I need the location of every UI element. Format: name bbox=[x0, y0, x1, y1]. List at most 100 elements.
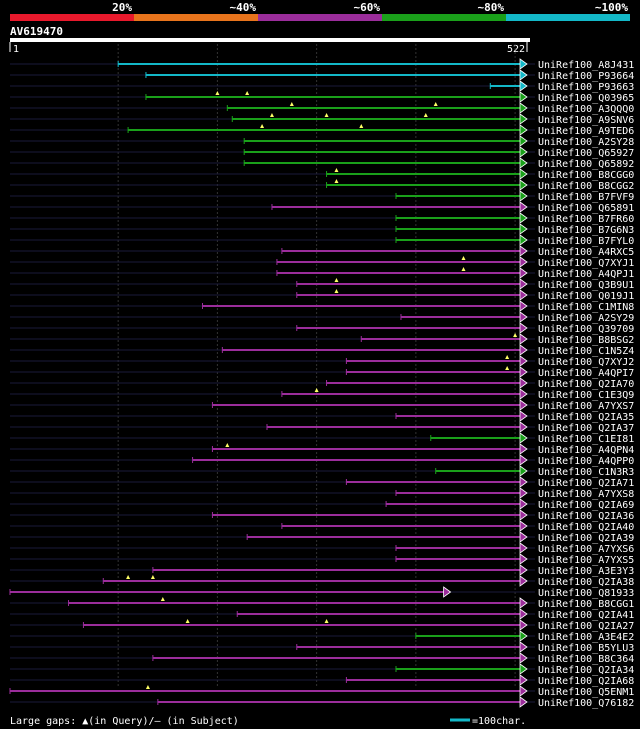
hit-label: UniRef100_A7YXS7 bbox=[538, 401, 634, 412]
hit-arrowhead bbox=[519, 190, 528, 202]
hit-arrowhead bbox=[519, 267, 528, 279]
legend-label: ~80% bbox=[478, 1, 505, 14]
hit-label: UniRef100_A2SY28 bbox=[538, 137, 634, 148]
hit-arrowhead bbox=[519, 520, 528, 532]
hit-label: UniRef100_A2SY29 bbox=[538, 313, 634, 324]
query-gap-marker bbox=[334, 289, 339, 293]
query-gap-marker bbox=[461, 267, 466, 271]
hit-row: UniRef100_Q2IA38 bbox=[10, 575, 634, 588]
hit-label: UniRef100_A4QPI7 bbox=[538, 368, 634, 379]
query-gap-marker bbox=[150, 575, 155, 579]
hit-row: UniRef100_B8CGG1 bbox=[10, 597, 634, 610]
legend-label: ~60% bbox=[354, 1, 381, 14]
hit-arrowhead bbox=[519, 476, 528, 488]
hit-label: UniRef100_B8BSG2 bbox=[538, 335, 634, 346]
hit-row: UniRef100_A3E4E2 bbox=[10, 630, 634, 643]
hit-row: UniRef100_B8CGG2 bbox=[10, 179, 634, 192]
hit-label: UniRef100_A7YXS6 bbox=[538, 544, 634, 555]
hit-label: UniRef100_Q019J1 bbox=[538, 291, 634, 302]
hit-row: UniRef100_A4QPJ1 bbox=[10, 267, 634, 280]
hit-label: UniRef100_Q2IA41 bbox=[538, 610, 634, 621]
hit-row: UniRef100_B7G6N3 bbox=[10, 223, 634, 236]
hit-row: UniRef100_Q2IA39 bbox=[10, 531, 634, 544]
query-gap-marker bbox=[145, 685, 150, 689]
hit-arrowhead bbox=[519, 102, 528, 114]
query-gap-marker bbox=[324, 619, 329, 623]
hit-label: UniRef100_C1MIN8 bbox=[538, 302, 634, 313]
hit-arrowhead bbox=[519, 685, 528, 697]
hit-row: UniRef100_A2SY29 bbox=[10, 311, 634, 324]
hit-arrowhead bbox=[519, 630, 528, 642]
hit-row: UniRef100_Q2IA34 bbox=[10, 663, 634, 676]
hit-arrowhead bbox=[519, 487, 528, 499]
hit-arrowhead bbox=[519, 553, 528, 565]
hit-arrowhead bbox=[519, 245, 528, 257]
hit-row: UniRef100_A4QPP0 bbox=[10, 454, 634, 467]
hit-arrowhead bbox=[519, 608, 528, 620]
hit-row: UniRef100_C1MIN8 bbox=[10, 300, 634, 313]
hit-row: UniRef100_A7YXS8 bbox=[10, 487, 634, 500]
hit-arrowhead bbox=[519, 696, 528, 708]
hit-row: UniRef100_Q2IA71 bbox=[10, 476, 634, 489]
hit-row: UniRef100_Q2IA40 bbox=[10, 520, 634, 533]
hit-arrowhead bbox=[519, 58, 528, 70]
hit-arrowhead bbox=[519, 652, 528, 664]
hit-row: UniRef100_A3E3Y3 bbox=[10, 564, 634, 577]
legend-label: ~100% bbox=[595, 1, 628, 14]
query-gap-marker bbox=[225, 443, 230, 447]
hit-label: UniRef100_B7FYL0 bbox=[538, 236, 634, 247]
query-gap-marker bbox=[461, 256, 466, 260]
query-gap-marker bbox=[334, 278, 339, 282]
hit-arrowhead bbox=[519, 311, 528, 323]
hit-arrowhead bbox=[443, 586, 452, 598]
hit-row: UniRef100_Q2IA36 bbox=[10, 509, 634, 522]
hit-label: UniRef100_Q65892 bbox=[538, 159, 634, 170]
query-gap-marker bbox=[126, 575, 131, 579]
legend-segment bbox=[258, 14, 382, 21]
hit-row: UniRef100_C1EI81 bbox=[10, 432, 634, 445]
hit-row: UniRef100_B8BSG2 bbox=[10, 333, 634, 346]
hit-arrowhead bbox=[519, 399, 528, 411]
hit-label: UniRef100_A4RXC5 bbox=[538, 247, 634, 258]
hit-label: UniRef100_C1EI81 bbox=[538, 434, 634, 445]
hit-label: UniRef100_B8CGG2 bbox=[538, 181, 634, 192]
hit-row: UniRef100_A7YXS6 bbox=[10, 542, 634, 555]
hit-label: UniRef100_Q65927 bbox=[538, 148, 634, 159]
hit-arrowhead bbox=[519, 333, 528, 345]
hit-label: UniRef100_Q65891 bbox=[538, 203, 634, 214]
hit-label: UniRef100_A9SNV6 bbox=[538, 115, 634, 126]
query-gap-marker bbox=[160, 597, 165, 601]
hit-arrowhead bbox=[519, 388, 528, 400]
hit-row: UniRef100_A4QPN4 bbox=[10, 443, 634, 456]
hit-row: UniRef100_Q3B9U1 bbox=[10, 278, 634, 291]
hit-row: UniRef100_Q2IA37 bbox=[10, 421, 634, 434]
hit-row: UniRef100_B5YLU3 bbox=[10, 641, 634, 654]
hit-label: UniRef100_Q2IA71 bbox=[538, 478, 634, 489]
query-gap-marker bbox=[314, 388, 319, 392]
hit-label: UniRef100_A4QPP0 bbox=[538, 456, 634, 467]
hit-label: UniRef100_Q03965 bbox=[538, 93, 634, 104]
hit-label: UniRef100_B5YLU3 bbox=[538, 643, 634, 654]
chart-footer: Large gaps: ▲(in Query)/– (in Subject) =1… bbox=[10, 716, 526, 727]
legend-segment bbox=[382, 14, 506, 21]
hit-label: UniRef100_Q2IA27 bbox=[538, 621, 634, 632]
hit-row: UniRef100_B7FVF9 bbox=[10, 190, 634, 203]
hit-label: UniRef100_Q3B9U1 bbox=[538, 280, 634, 291]
hit-label: UniRef100_Q7XYJ2 bbox=[538, 357, 634, 368]
hit-label: UniRef100_Q7XYJ1 bbox=[538, 258, 634, 269]
hit-label: UniRef100_Q39709 bbox=[538, 324, 634, 335]
hit-row: UniRef100_A7YXS7 bbox=[10, 399, 634, 412]
hit-row: UniRef100_Q2IA35 bbox=[10, 410, 634, 423]
hit-arrowhead bbox=[519, 432, 528, 444]
hit-arrowhead bbox=[519, 410, 528, 422]
query-gap-marker bbox=[324, 113, 329, 117]
hit-row: UniRef100_Q03965 bbox=[10, 91, 634, 104]
footer-gaps-text: Large gaps: ▲(in Query)/– (in Subject) bbox=[10, 716, 239, 727]
hit-row: UniRef100_B7FR60 bbox=[10, 212, 634, 225]
hit-label: UniRef100_Q2IA69 bbox=[538, 500, 634, 511]
query-title: AV619470 bbox=[10, 25, 63, 38]
hit-label: UniRef100_P93663 bbox=[538, 82, 634, 93]
hit-label: UniRef100_B7FR60 bbox=[538, 214, 634, 225]
